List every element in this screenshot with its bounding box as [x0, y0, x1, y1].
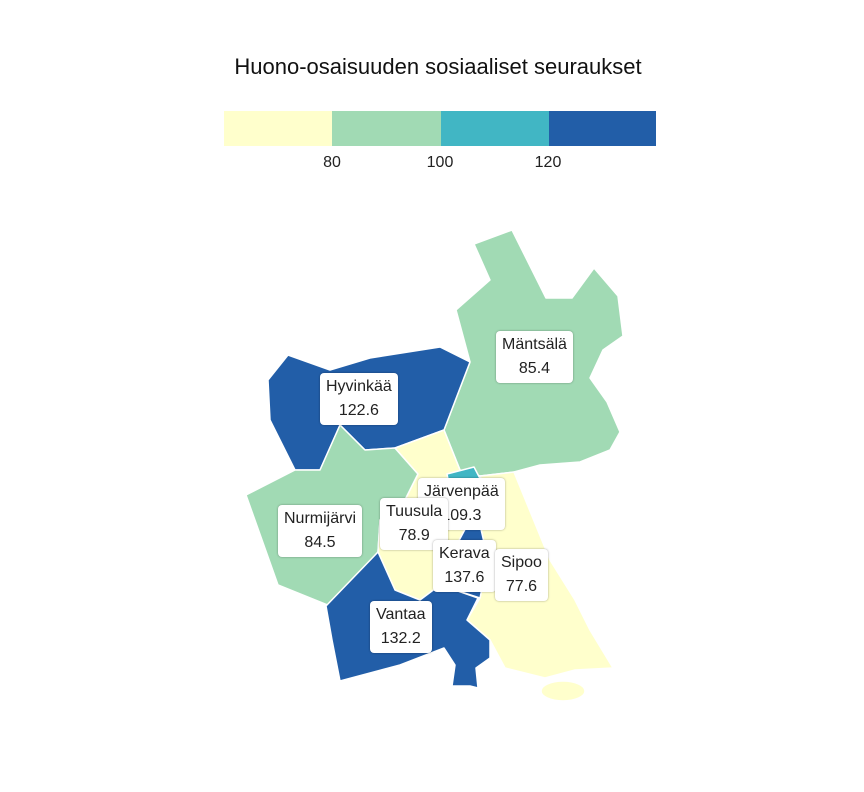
label-tuusula-name: Tuusula	[386, 503, 443, 520]
legend-tick-100: 100	[426, 154, 454, 171]
label-mantsala: Mäntsälä 85.4	[496, 331, 573, 383]
label-vantaa: Vantaa 132.2	[370, 601, 432, 653]
label-nurmijarvi: Nurmijärvi 84.5	[278, 505, 362, 557]
label-kerava-name: Kerava	[439, 545, 490, 562]
label-hyvinkaa-value: 122.6	[338, 402, 379, 419]
legend-swatch-4	[549, 111, 656, 146]
label-jarvenpaa-value: 109.3	[441, 507, 482, 524]
label-nurmijarvi-value: 84.5	[304, 534, 336, 551]
label-vantaa-name: Vantaa	[376, 606, 426, 623]
label-mantsala-value: 85.4	[518, 360, 551, 377]
color-legend	[224, 111, 656, 146]
label-vantaa-value: 132.2	[380, 630, 421, 647]
legend-swatch-1	[224, 111, 332, 146]
label-sipoo-value: 77.6	[505, 578, 538, 595]
label-mantsala-name: Mäntsälä	[502, 336, 567, 353]
label-kerava: Kerava 137.6	[433, 540, 496, 592]
legend-swatch-3	[441, 111, 549, 146]
label-jarvenpaa-name: Järvenpää	[424, 483, 499, 500]
label-kerava-value: 137.6	[444, 569, 485, 586]
legend-swatch-2	[332, 111, 441, 146]
legend-tick-80: 80	[323, 154, 341, 171]
label-sipoo: Sipoo 77.6	[495, 549, 548, 601]
map-title: Huono-osaisuuden sosiaaliset seuraukset	[234, 54, 642, 79]
region-sipoo-island	[540, 680, 586, 702]
label-tuusula-value: 78.9	[398, 527, 430, 544]
label-nurmijarvi-name: Nurmijärvi	[284, 510, 356, 527]
label-hyvinkaa: Hyvinkää 122.6	[320, 373, 398, 425]
legend-tick-120: 120	[534, 154, 562, 171]
label-sipoo-name: Sipoo	[501, 554, 542, 571]
label-hyvinkaa-name: Hyvinkää	[326, 378, 392, 395]
